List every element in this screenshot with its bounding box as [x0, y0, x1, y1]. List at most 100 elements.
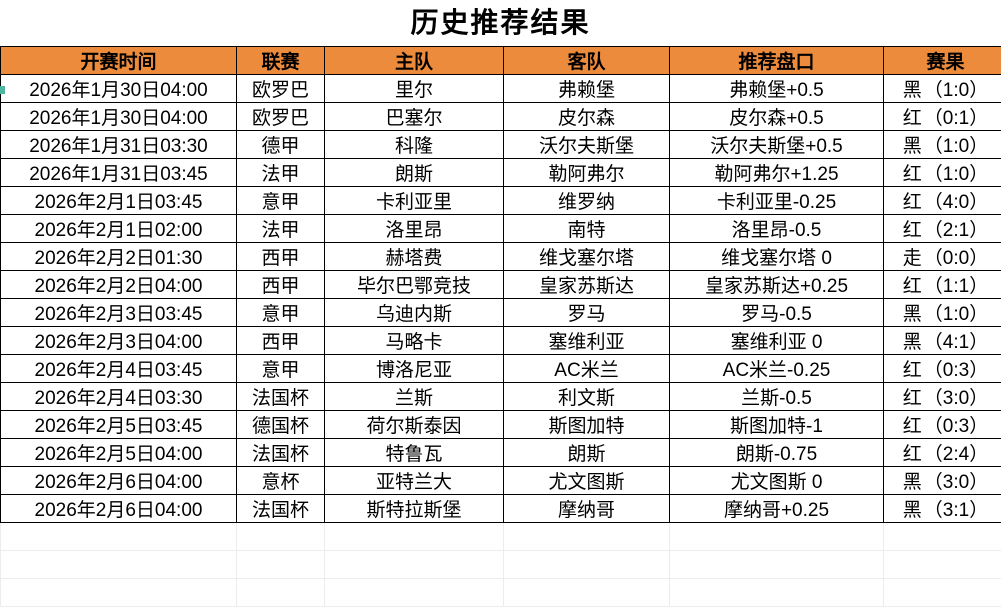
cell-pick[interactable]: 摩纳哥+0.25 [669, 494, 884, 523]
empty-cell[interactable] [236, 523, 325, 551]
empty-cell[interactable] [883, 578, 1001, 607]
cell-result[interactable]: 红（2:1） [883, 214, 1001, 243]
cell-league[interactable]: 德甲 [236, 130, 325, 159]
cell-away[interactable]: 皮尔森 [503, 102, 670, 131]
cell-time[interactable]: 2026年2月4日03:30 [0, 382, 237, 411]
cell-league[interactable]: 意甲 [236, 354, 325, 383]
cell-pick[interactable]: 尤文图斯 0 [669, 466, 884, 495]
cell-away[interactable]: 利文斯 [503, 382, 670, 411]
cell-result[interactable]: 黑（1:0） [883, 74, 1001, 103]
cell-away[interactable]: 朗斯 [503, 438, 670, 467]
cell-away[interactable]: 摩纳哥 [503, 494, 670, 523]
cell-away[interactable]: AC米兰 [503, 354, 670, 383]
cell-away[interactable]: 塞维利亚 [503, 326, 670, 355]
cell-league[interactable]: 西甲 [236, 242, 325, 271]
cell-time[interactable]: 2026年2月3日04:00 [0, 326, 237, 355]
cell-league[interactable]: 法国杯 [236, 438, 325, 467]
cell-home[interactable]: 博洛尼亚 [324, 354, 504, 383]
cell-time[interactable]: 2026年1月31日03:30 [0, 130, 237, 159]
cell-pick[interactable]: 皇家苏斯达+0.25 [669, 270, 884, 299]
cell-home[interactable]: 朗斯 [324, 158, 504, 187]
cell-home[interactable]: 赫塔费 [324, 242, 504, 271]
cell-home[interactable]: 特鲁瓦 [324, 438, 504, 467]
cell-time[interactable]: 2026年2月1日03:45 [0, 186, 237, 215]
cell-league[interactable]: 法国杯 [236, 382, 325, 411]
column-header-result[interactable]: 赛果 [883, 46, 1001, 75]
cell-away[interactable]: 南特 [503, 214, 670, 243]
cell-time[interactable]: 2026年2月6日04:00 [0, 466, 237, 495]
cell-result[interactable]: 黑（4:1） [883, 326, 1001, 355]
cell-result[interactable]: 红（3:0） [883, 382, 1001, 411]
cell-pick[interactable]: 弗赖堡+0.5 [669, 74, 884, 103]
cell-home[interactable]: 斯特拉斯堡 [324, 494, 504, 523]
cell-home[interactable]: 荷尔斯泰因 [324, 410, 504, 439]
cell-result[interactable]: 红（1:1） [883, 270, 1001, 299]
empty-cell[interactable] [503, 550, 670, 579]
cell-league[interactable]: 西甲 [236, 326, 325, 355]
cell-result[interactable]: 黑（1:0） [883, 298, 1001, 327]
cell-home[interactable]: 亚特兰大 [324, 466, 504, 495]
cell-away[interactable]: 皇家苏斯达 [503, 270, 670, 299]
cell-time[interactable]: 2026年2月2日04:00 [0, 270, 237, 299]
empty-cell[interactable] [669, 523, 884, 551]
empty-cell[interactable] [669, 578, 884, 607]
cell-time[interactable]: 2026年1月30日04:00 [0, 102, 237, 131]
cell-home[interactable]: 巴塞尔 [324, 102, 504, 131]
empty-cell[interactable] [324, 550, 504, 579]
cell-result[interactable]: 红（2:4） [883, 438, 1001, 467]
cell-result[interactable]: 黑（1:0） [883, 130, 1001, 159]
empty-cell[interactable] [883, 550, 1001, 579]
cell-time[interactable]: 2026年2月6日04:00 [0, 494, 237, 523]
cell-result[interactable]: 黑（3:1） [883, 494, 1001, 523]
cell-away[interactable]: 斯图加特 [503, 410, 670, 439]
cell-time[interactable]: 2026年2月2日01:30 [0, 242, 237, 271]
cell-league[interactable]: 法甲 [236, 158, 325, 187]
cell-result[interactable]: 红（0:3） [883, 354, 1001, 383]
cell-pick[interactable]: 勒阿弗尔+1.25 [669, 158, 884, 187]
cell-home[interactable]: 里尔 [324, 74, 504, 103]
column-header-away[interactable]: 客队 [503, 46, 670, 75]
cell-home[interactable]: 洛里昂 [324, 214, 504, 243]
cell-pick[interactable]: AC米兰-0.25 [669, 354, 884, 383]
cell-away[interactable]: 勒阿弗尔 [503, 158, 670, 187]
cell-home[interactable]: 卡利亚里 [324, 186, 504, 215]
cell-away[interactable]: 罗马 [503, 298, 670, 327]
cell-league[interactable]: 西甲 [236, 270, 325, 299]
cell-time[interactable]: 2026年2月5日04:00 [0, 438, 237, 467]
cell-result[interactable]: 黑（3:0） [883, 466, 1001, 495]
cell-league[interactable]: 德国杯 [236, 410, 325, 439]
cell-home[interactable]: 毕尔巴鄂竞技 [324, 270, 504, 299]
empty-cell[interactable] [236, 550, 325, 579]
cell-away[interactable]: 弗赖堡 [503, 74, 670, 103]
empty-cell[interactable] [0, 523, 237, 551]
cell-result[interactable]: 红（4:0） [883, 186, 1001, 215]
cell-league[interactable]: 意甲 [236, 298, 325, 327]
cell-pick[interactable]: 维戈塞尔塔 0 [669, 242, 884, 271]
cell-pick[interactable]: 罗马-0.5 [669, 298, 884, 327]
cell-pick[interactable]: 洛里昂-0.5 [669, 214, 884, 243]
cell-league[interactable]: 欧罗巴 [236, 102, 325, 131]
empty-cell[interactable] [0, 578, 237, 607]
cell-home[interactable]: 科隆 [324, 130, 504, 159]
cell-time[interactable]: 2026年2月1日02:00 [0, 214, 237, 243]
cell-time[interactable]: 2026年2月5日03:45 [0, 410, 237, 439]
cell-pick[interactable]: 卡利亚里-0.25 [669, 186, 884, 215]
cell-away[interactable]: 维戈塞尔塔 [503, 242, 670, 271]
cell-league[interactable]: 欧罗巴 [236, 74, 325, 103]
cell-result[interactable]: 红（0:3） [883, 410, 1001, 439]
empty-cell[interactable] [324, 578, 504, 607]
cell-pick[interactable]: 塞维利亚 0 [669, 326, 884, 355]
cell-result[interactable]: 红（0:1） [883, 102, 1001, 131]
column-header-pick[interactable]: 推荐盘口 [669, 46, 884, 75]
cell-league[interactable]: 意甲 [236, 186, 325, 215]
empty-cell[interactable] [236, 578, 325, 607]
empty-cell[interactable] [669, 550, 884, 579]
cell-pick[interactable]: 兰斯-0.5 [669, 382, 884, 411]
cell-time[interactable]: 2026年1月31日03:45 [0, 158, 237, 187]
cell-pick[interactable]: 皮尔森+0.5 [669, 102, 884, 131]
cell-time[interactable]: 2026年2月3日03:45 [0, 298, 237, 327]
column-header-league[interactable]: 联赛 [236, 46, 325, 75]
cell-league[interactable]: 意杯 [236, 466, 325, 495]
cell-home[interactable]: 兰斯 [324, 382, 504, 411]
cell-time[interactable]: 2026年1月30日04:00 [0, 74, 237, 103]
